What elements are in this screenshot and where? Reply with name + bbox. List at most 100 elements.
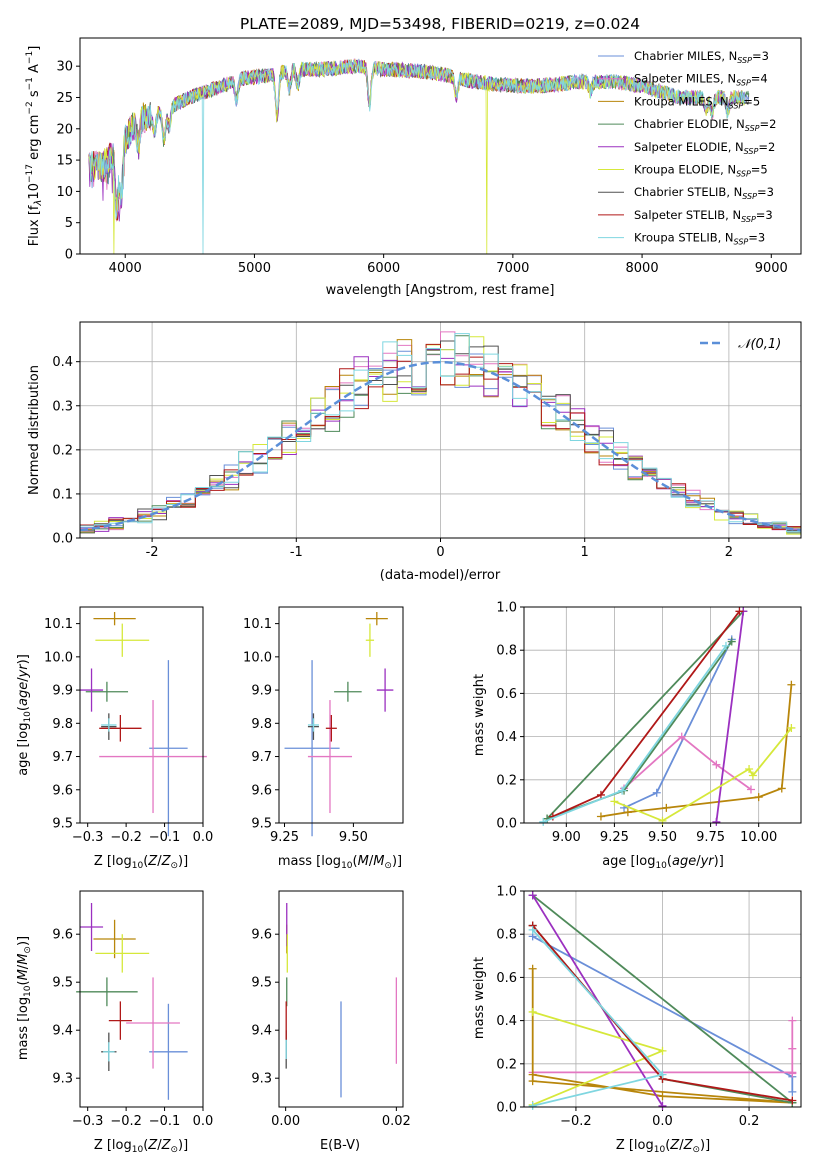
mass-weight-marker <box>652 788 661 797</box>
legend-entry: Salpeter STELIB, NSSP=3 <box>634 208 773 224</box>
y-tick-label: 9.4 <box>52 1024 73 1039</box>
legend-entry: Salpeter MILES, NSSP=4 <box>634 72 768 88</box>
mass-weight-marker <box>618 786 627 795</box>
mass-weight-marker <box>528 891 537 900</box>
x-tick-label: −0.1 <box>149 830 181 845</box>
y-tick-label: 9.3 <box>251 1072 272 1087</box>
x-tick-label: 5000 <box>238 261 271 276</box>
spectrum-frame <box>79 37 802 255</box>
x-tick-label: −0.2 <box>110 830 142 845</box>
y-tick-label: 15 <box>56 154 73 169</box>
x-tick-label: 9.25 <box>600 830 629 845</box>
mass-weight-marker <box>735 607 744 616</box>
age-vs-Z-ylabel: age [log10(age/yr)] <box>16 654 33 776</box>
residual-panel: -2 -1 0 1 2 0.0 0.1 0.2 0.3 0.4 𝒩(0,1) (data-mode… <box>27 321 802 583</box>
y-tick-label: 10.0 <box>243 650 272 665</box>
mass-weight-vs-Z-ylabel: mass weight <box>472 957 487 1039</box>
legend-entry: Salpeter ELODIE, NSSP=2 <box>634 140 775 156</box>
x-tick-label: 9.50 <box>339 830 368 845</box>
x-tick-label: −0.3 <box>72 1114 104 1129</box>
y-tick-label: 9.9 <box>52 684 73 699</box>
mass-weight-line <box>623 735 752 791</box>
y-tick-label: 9.5 <box>52 817 73 832</box>
mass-weight-marker <box>788 1016 797 1025</box>
panel-frame <box>278 890 404 1108</box>
x-tick-label: -1 <box>290 545 303 560</box>
x-tick-label: 6000 <box>367 261 400 276</box>
mass-weight-marker <box>658 1092 667 1101</box>
y-tick-label: 0.0 <box>496 817 517 832</box>
mass-weight-marker <box>712 760 721 769</box>
mass-weight-line <box>532 894 793 1104</box>
panel-frame <box>523 890 802 1108</box>
mass-weight-marker <box>746 785 755 794</box>
x-tick-label: 0 <box>436 545 444 560</box>
mass-vs-Z-ylabel: mass [log10(M/M⊙)] <box>16 936 33 1060</box>
mass-weight-marker <box>721 641 730 650</box>
x-tick-label: 2 <box>725 545 733 560</box>
mass-vs-EBV-panel: 0.00 0.02 9.3 9.4 9.5 9.6 <box>251 890 411 1129</box>
mass-weight-vs-age-xlabel: age [log10(age/yr)] <box>602 854 724 871</box>
y-tick-label: 9.9 <box>251 684 272 699</box>
mass-weight-marker <box>754 793 763 802</box>
mass-weight-marker <box>662 803 671 812</box>
mass-weight-vs-age-panel: 9.00 9.25 9.50 9.75 10.00 0.0 0.2 0.4 0.6 0.8 1.0 <box>496 601 802 845</box>
mass-weight-marker <box>596 812 605 821</box>
age-vs-Z-panel: −0.3 −0.2 −0.1 0.0 9.5 9.6 9.7 9.8 9.9 10.0 10.1 <box>44 606 213 845</box>
mass-weight-line <box>542 645 727 823</box>
mass-weight-marker <box>658 816 667 825</box>
y-tick-label: 0.4 <box>496 1014 517 1029</box>
mass-weight-line <box>600 684 793 818</box>
mass-weight-marker <box>748 771 757 780</box>
legend-entry: Chabrier MILES, NSSP=3 <box>634 49 769 65</box>
legend-entry: Chabrier ELODIE, NSSP=2 <box>634 117 776 133</box>
y-tick-label: 25 <box>56 91 73 106</box>
panel-frame <box>278 606 404 824</box>
legend-entry: Kroupa STELIB, NSSP=3 <box>634 231 765 247</box>
spectrum-lines <box>88 58 750 255</box>
mass-weight-marker <box>787 680 796 689</box>
mass-weight-marker <box>528 964 537 973</box>
mass-weight-marker <box>658 1046 667 1055</box>
x-tick-label: 9.25 <box>270 830 299 845</box>
y-tick-label: 9.7 <box>251 750 272 765</box>
y-tick-label: 9.5 <box>251 817 272 832</box>
mass-weight-marker <box>788 1096 797 1105</box>
x-tick-label: 9.75 <box>696 830 725 845</box>
y-tick-label: 10.1 <box>243 617 272 632</box>
mass-vs-EBV-xlabel: E(B-V) <box>320 1138 360 1153</box>
mass-weight-line <box>532 1020 794 1074</box>
x-tick-label: 9.50 <box>648 830 677 845</box>
residual-xlabel: (data-model)/error <box>380 568 501 583</box>
y-tick-label: 9.8 <box>52 717 73 732</box>
y-tick-label: 1.0 <box>496 601 517 616</box>
panel-frame <box>79 890 204 1108</box>
mass-weight-marker <box>712 817 721 826</box>
y-tick-label: 0.4 <box>52 355 73 370</box>
y-tick-label: 0.6 <box>496 687 517 702</box>
y-tick-label: 0.0 <box>496 1101 517 1116</box>
y-tick-label: 0.6 <box>496 971 517 986</box>
age-vs-Z-xlabel: Z [log10(Z/Z⊙)] <box>94 854 188 871</box>
x-tick-label: −0.2 <box>560 1114 592 1129</box>
x-tick-label: 7000 <box>496 261 529 276</box>
figure-title: PLATE=2089, MJD=53498, FIBERID=0219, z=0… <box>240 15 640 33</box>
x-tick-label: 9000 <box>755 261 788 276</box>
age-vs-mass-xlabel: mass [log10(M/M⊙)] <box>278 854 402 871</box>
y-tick-label: 10.1 <box>44 617 73 632</box>
x-tick-label: 0.2 <box>739 1114 760 1129</box>
mass-weight-marker <box>677 732 686 741</box>
y-tick-label: 9.6 <box>251 783 272 798</box>
mass-vs-Z-panel: −0.3 −0.2 −0.1 0.0 9.3 9.4 9.5 9.6 <box>52 890 213 1129</box>
y-tick-label: 30 <box>56 60 73 75</box>
mass-weight-marker <box>528 925 537 934</box>
x-tick-label: −0.2 <box>110 1114 142 1129</box>
x-tick-label: 10.00 <box>740 830 777 845</box>
x-tick-label: -2 <box>146 545 159 560</box>
mass-weight-vs-Z-xlabel: Z [log10(Z/Z⊙)] <box>616 1138 710 1155</box>
x-tick-label: 4000 <box>109 261 142 276</box>
normal-reference-curve <box>79 360 802 532</box>
y-tick-label: 0.1 <box>52 487 73 502</box>
y-tick-label: 1.0 <box>496 885 517 900</box>
mass-vs-Z-xlabel: Z [log10(Z/Z⊙)] <box>94 1138 188 1155</box>
